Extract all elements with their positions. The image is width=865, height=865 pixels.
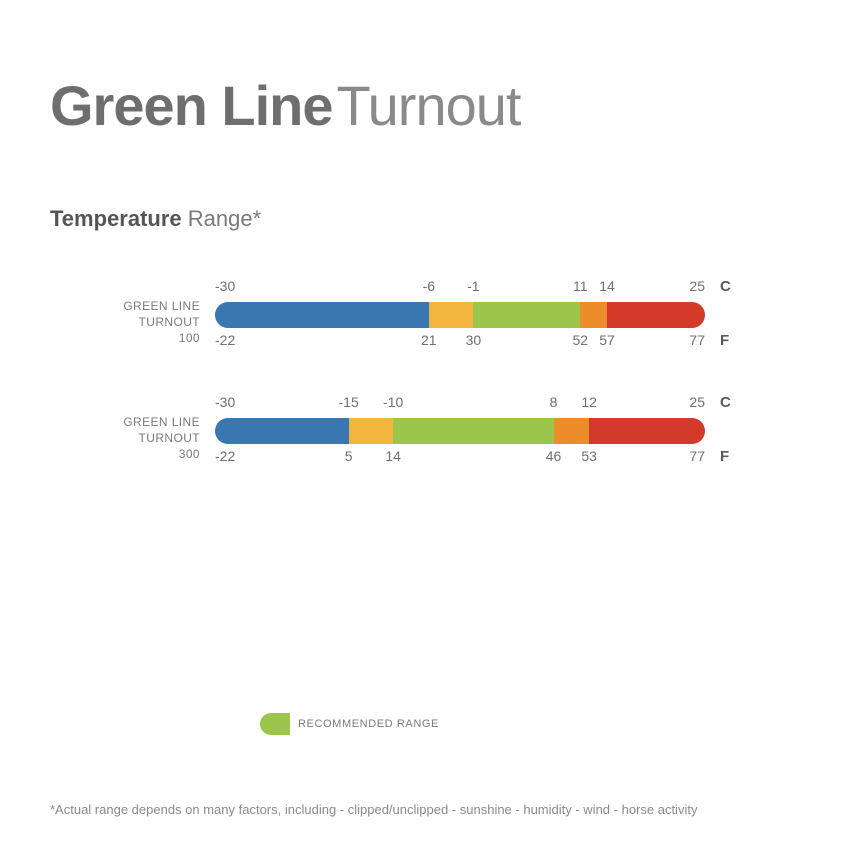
tick-c: 12 xyxy=(581,394,597,410)
legend-swatch xyxy=(260,713,290,735)
ticks-fahrenheit: -22 21 30 52 57 77 xyxy=(215,332,705,352)
tick-c: 11 xyxy=(573,278,588,294)
tick-f: 30 xyxy=(466,332,482,348)
tick-f: 57 xyxy=(599,332,615,348)
segment-ideal xyxy=(473,302,580,328)
subtitle-light: Range* xyxy=(188,206,261,231)
tick-f: -22 xyxy=(215,448,235,464)
tick-f: 5 xyxy=(345,448,353,464)
segment-cold xyxy=(215,302,429,328)
segment-hot xyxy=(589,418,705,444)
tick-f: 21 xyxy=(421,332,437,348)
ticks-celsius: -30 -6 -1 11 14 25 xyxy=(215,278,705,298)
tick-c: -30 xyxy=(215,394,235,410)
ticks-celsius: -30 -15 -10 8 12 25 xyxy=(215,394,705,414)
tick-c: -10 xyxy=(383,394,403,410)
chart-row: GREEN LINETURNOUT100 -30 -6 -1 11 14 25 -22 21 30… xyxy=(50,260,815,368)
segment-warm xyxy=(580,302,607,328)
tick-c: 8 xyxy=(550,394,558,410)
tick-c: -6 xyxy=(423,278,435,294)
segment-hot xyxy=(607,302,705,328)
segment-warm xyxy=(554,418,590,444)
tick-c: -30 xyxy=(215,278,235,294)
footnote: *Actual range depends on many factors, i… xyxy=(50,802,815,817)
temperature-chart: GREEN LINETURNOUT100 -30 -6 -1 11 14 25 -22 21 30… xyxy=(50,260,815,484)
tick-c: 25 xyxy=(689,394,705,410)
tick-f: 77 xyxy=(689,448,705,464)
segment-ideal xyxy=(393,418,553,444)
chart-row: GREEN LINETURNOUT300 -30 -15 -10 8 12 25 -22 5 14… xyxy=(50,376,815,484)
unit-celsius: C xyxy=(720,394,750,411)
unit-celsius: C xyxy=(720,278,750,295)
ticks-fahrenheit: -22 5 14 46 53 77 xyxy=(215,448,705,468)
legend-label: RECOMMENDED RANGE xyxy=(298,718,439,730)
tick-f: 14 xyxy=(385,448,401,464)
segment-cool xyxy=(429,302,474,328)
subtitle: Temperature Range* xyxy=(50,206,815,232)
range-bar xyxy=(215,418,705,444)
segment-cool xyxy=(349,418,394,444)
page-title: Green LineTurnout xyxy=(50,78,815,134)
page: Green LineTurnout Temperature Range* GRE… xyxy=(0,0,865,865)
title-bold: Green Line xyxy=(50,74,333,137)
tick-c: -1 xyxy=(467,278,479,294)
tick-f: 52 xyxy=(572,332,588,348)
tick-c: 25 xyxy=(689,278,705,294)
row-label: GREEN LINETURNOUT100 xyxy=(50,298,200,347)
tick-c: -15 xyxy=(339,394,359,410)
unit-fahrenheit: F xyxy=(720,448,750,465)
tick-f: 53 xyxy=(581,448,597,464)
tick-f: -22 xyxy=(215,332,235,348)
subtitle-bold: Temperature xyxy=(50,206,182,231)
tick-f: 46 xyxy=(546,448,562,464)
range-bar xyxy=(215,302,705,328)
title-light: Turnout xyxy=(337,74,521,137)
row-label: GREEN LINETURNOUT300 xyxy=(50,414,200,463)
legend: RECOMMENDED RANGE xyxy=(260,713,439,735)
tick-c: 14 xyxy=(599,278,615,294)
tick-f: 77 xyxy=(689,332,705,348)
unit-fahrenheit: F xyxy=(720,332,750,349)
segment-cold xyxy=(215,418,349,444)
